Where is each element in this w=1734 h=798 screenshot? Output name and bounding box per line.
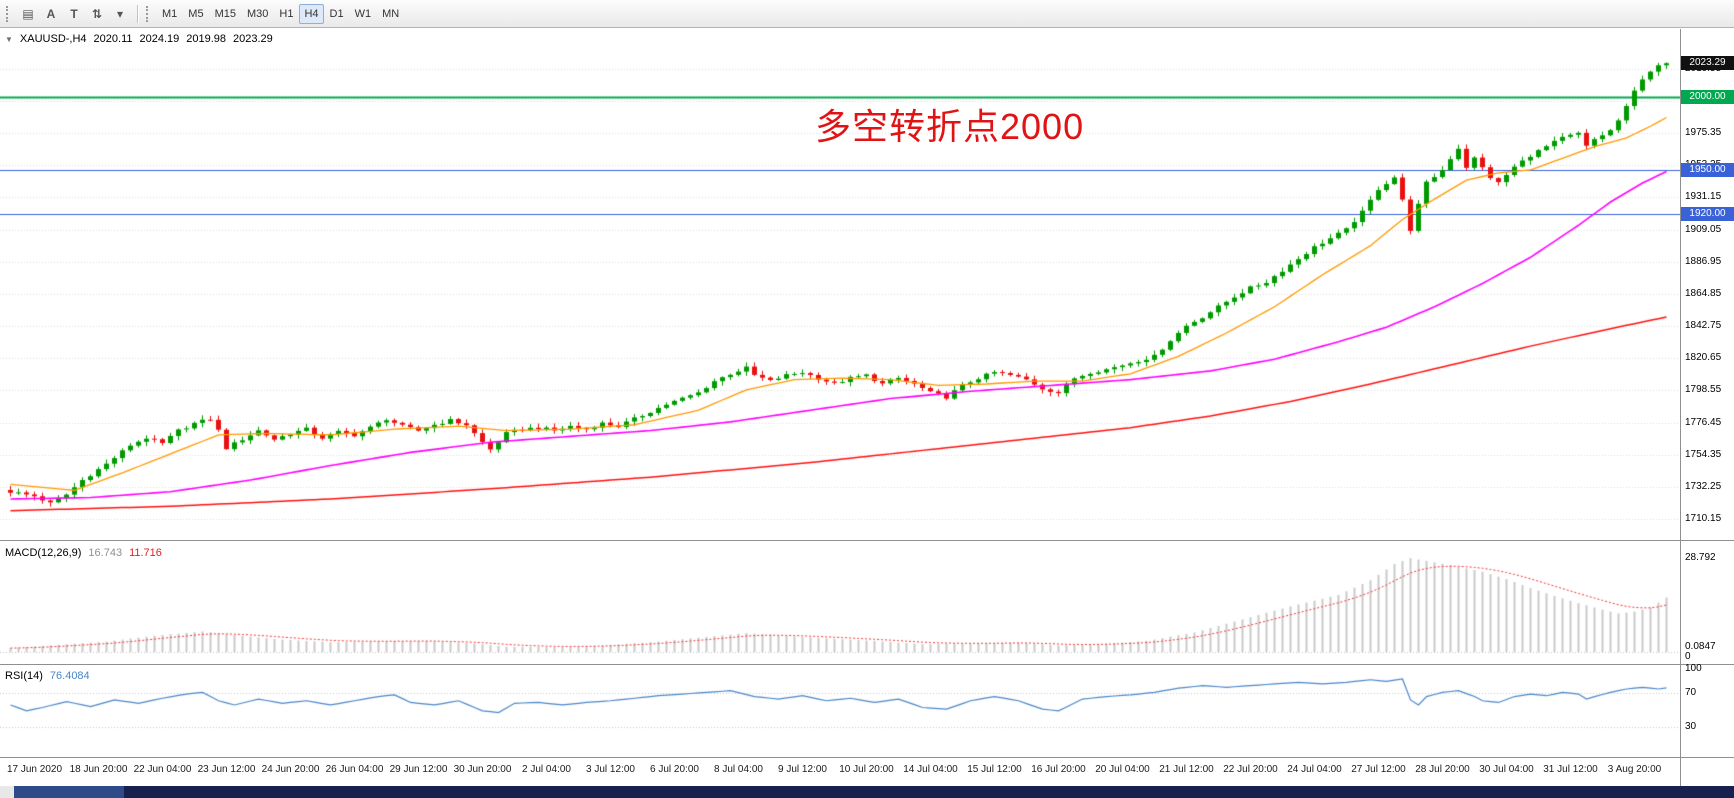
time-axis-label: 29 Jun 12:00 <box>389 764 448 775</box>
time-axis-label: 14 Jul 04:00 <box>903 764 958 775</box>
toolbar-separator <box>137 4 138 23</box>
price-chart-canvas[interactable] <box>0 29 1680 540</box>
macd-label-row: MACD(12,26,9) 16.743 11.716 <box>5 547 162 559</box>
price-grid-label: 1732.25 <box>1685 480 1722 492</box>
timeframe-button-d1[interactable]: D1 <box>329 7 344 20</box>
chart-tools-group: ▤ A T ⇅ ▾ <box>17 4 131 24</box>
bottom-status-bar <box>0 786 1734 798</box>
time-axis-label: 6 Jul 20:00 <box>650 764 699 775</box>
rsi-axis-label: 70 <box>1685 687 1697 698</box>
time-axis-label: 27 Jul 12:00 <box>1351 764 1406 775</box>
toolbar-drag-handle[interactable] <box>146 5 151 22</box>
chart-symbol-period: XAUUSD-,H4 <box>19 33 87 45</box>
time-axis-label: 30 Jun 20:00 <box>453 764 512 775</box>
ohlc-close: 2023.29 <box>233 33 273 45</box>
bottom-bar-corner <box>0 786 14 798</box>
timeframe-button-w1[interactable]: W1 <box>354 7 372 20</box>
timeframe-button-mn[interactable]: MN <box>382 7 400 20</box>
time-axis-label: 28 Jul 20:00 <box>1415 764 1470 775</box>
time-axis-label: 30 Jul 04:00 <box>1479 764 1534 775</box>
price-grid-label: 1798.55 <box>1685 384 1722 396</box>
axis-separator <box>0 757 1734 758</box>
time-axis-label: 2 Jul 04:00 <box>522 764 571 775</box>
price-axis-separator <box>1680 29 1681 786</box>
macd-axis-label: 28.792 <box>1685 552 1716 563</box>
time-axis-label: 21 Jul 12:00 <box>1159 764 1214 775</box>
timeframe-group: M1 M5 M15 M30 H1 H4 D1 W1 MN <box>157 3 404 24</box>
rsi-value: 76.4084 <box>49 670 90 682</box>
time-axis-label: 23 Jun 12:00 <box>197 764 256 775</box>
tools-dropdown-caret-icon[interactable]: ▾ <box>116 6 124 21</box>
ohlc-marker-icon[interactable]: ▼ <box>5 34 13 44</box>
hline-price-badge[interactable]: 1920.00 <box>1681 206 1734 221</box>
toolbar-drag-handle[interactable] <box>6 5 11 22</box>
price-grid-label: 1909.05 <box>1685 223 1722 235</box>
timeframe-button-h4[interactable]: H4 <box>299 3 324 24</box>
panel-separator[interactable] <box>0 540 1734 541</box>
time-axis-label: 24 Jul 04:00 <box>1287 764 1342 775</box>
time-axis-label: 3 Jul 12:00 <box>586 764 635 775</box>
time-axis-label: 10 Jul 20:00 <box>839 764 894 775</box>
price-grid-label: 1931.15 <box>1685 191 1722 203</box>
price-grid-label: 1754.35 <box>1685 448 1722 460</box>
rsi-label-row: RSI(14) 76.4084 <box>5 670 90 682</box>
rsi-indicator-name: RSI(14) <box>5 670 43 682</box>
time-axis-label: 22 Jun 04:00 <box>133 764 192 775</box>
price-grid-label: 1864.85 <box>1685 287 1722 299</box>
hline-price-badge[interactable]: 1950.00 <box>1681 162 1734 177</box>
macd-indicator-name: MACD(12,26,9) <box>5 547 82 559</box>
price-grid-label: 1710.15 <box>1685 513 1722 525</box>
timeframe-button-m1[interactable]: M1 <box>162 7 178 20</box>
timeframe-button-h1[interactable]: H1 <box>279 7 294 20</box>
rsi-indicator-canvas[interactable] <box>0 666 1680 757</box>
toolbar: ▤ A T ⇅ ▾ M1 M5 M15 M30 H1 H4 D1 W1 MN <box>0 0 1734 28</box>
chart-annotation-text[interactable]: 多空转折点2000 <box>815 106 1085 147</box>
current-price-badge: 2023.29 <box>1681 56 1734 71</box>
time-axis-label: 16 Jul 20:00 <box>1031 764 1086 775</box>
bottom-bar-segment <box>14 786 124 798</box>
ohlc-low: 2019.98 <box>186 33 227 45</box>
cycle-arrows-icon[interactable]: ⇅ <box>91 6 103 21</box>
rsi-axis-label: 30 <box>1685 721 1697 732</box>
macd-axis-label: 0 <box>1685 651 1691 662</box>
time-axis-label: 15 Jul 12:00 <box>967 764 1022 775</box>
time-axis-label: 26 Jun 04:00 <box>325 764 384 775</box>
ohlc-open: 2020.11 <box>93 33 133 45</box>
time-axis-label: 18 Jun 20:00 <box>69 764 128 775</box>
text-tool-icon[interactable]: T <box>70 6 78 21</box>
timeframe-button-m30[interactable]: M30 <box>246 7 269 20</box>
time-axis-label: 17 Jun 2020 <box>6 764 63 775</box>
time-axis-label: 31 Jul 12:00 <box>1543 764 1598 775</box>
time-axis-label: 9 Jul 12:00 <box>778 764 827 775</box>
time-axis-label: 20 Jul 04:00 <box>1095 764 1150 775</box>
price-grid-label: 1776.45 <box>1685 416 1722 428</box>
macd-axis-label: 0.0847 <box>1685 641 1716 652</box>
price-axis[interactable]: 2019.551997.451975.351953.251931.151909.… <box>1681 0 1734 798</box>
price-grid-label: 1820.65 <box>1685 352 1722 364</box>
price-grid-label: 1975.35 <box>1685 127 1722 139</box>
hline-price-badge[interactable]: 2000.00 <box>1681 90 1734 105</box>
time-axis-label: 3 Aug 20:00 <box>1607 764 1662 775</box>
timeframe-button-m5[interactable]: M5 <box>188 7 204 20</box>
charts-grid-icon[interactable]: ▤ <box>22 6 34 21</box>
price-grid-label: 1842.75 <box>1685 320 1722 332</box>
ohlc-high: 2024.19 <box>139 33 180 45</box>
macd-signal-value: 11.716 <box>129 547 162 559</box>
cursor-mode-icon[interactable]: A <box>46 6 56 21</box>
time-axis[interactable]: 17 Jun 2020 18 Jun 20:00 22 Jun 04:00 23 Ju… <box>0 759 1680 785</box>
price-grid-label: 1886.95 <box>1685 255 1722 267</box>
time-axis-label: 24 Jun 20:00 <box>261 764 320 775</box>
time-axis-label: 8 Jul 04:00 <box>714 764 763 775</box>
macd-indicator-canvas[interactable] <box>0 543 1680 664</box>
chart-info-strip: ▼ XAUUSD-,H4 2020.11 2024.19 2019.98 202… <box>5 33 273 45</box>
rsi-axis-label: 100 <box>1685 663 1702 674</box>
timeframe-button-m15[interactable]: M15 <box>214 7 236 20</box>
macd-main-value: 16.743 <box>88 547 123 559</box>
panel-separator[interactable] <box>0 664 1734 665</box>
time-axis-label: 22 Jul 20:00 <box>1223 764 1278 775</box>
